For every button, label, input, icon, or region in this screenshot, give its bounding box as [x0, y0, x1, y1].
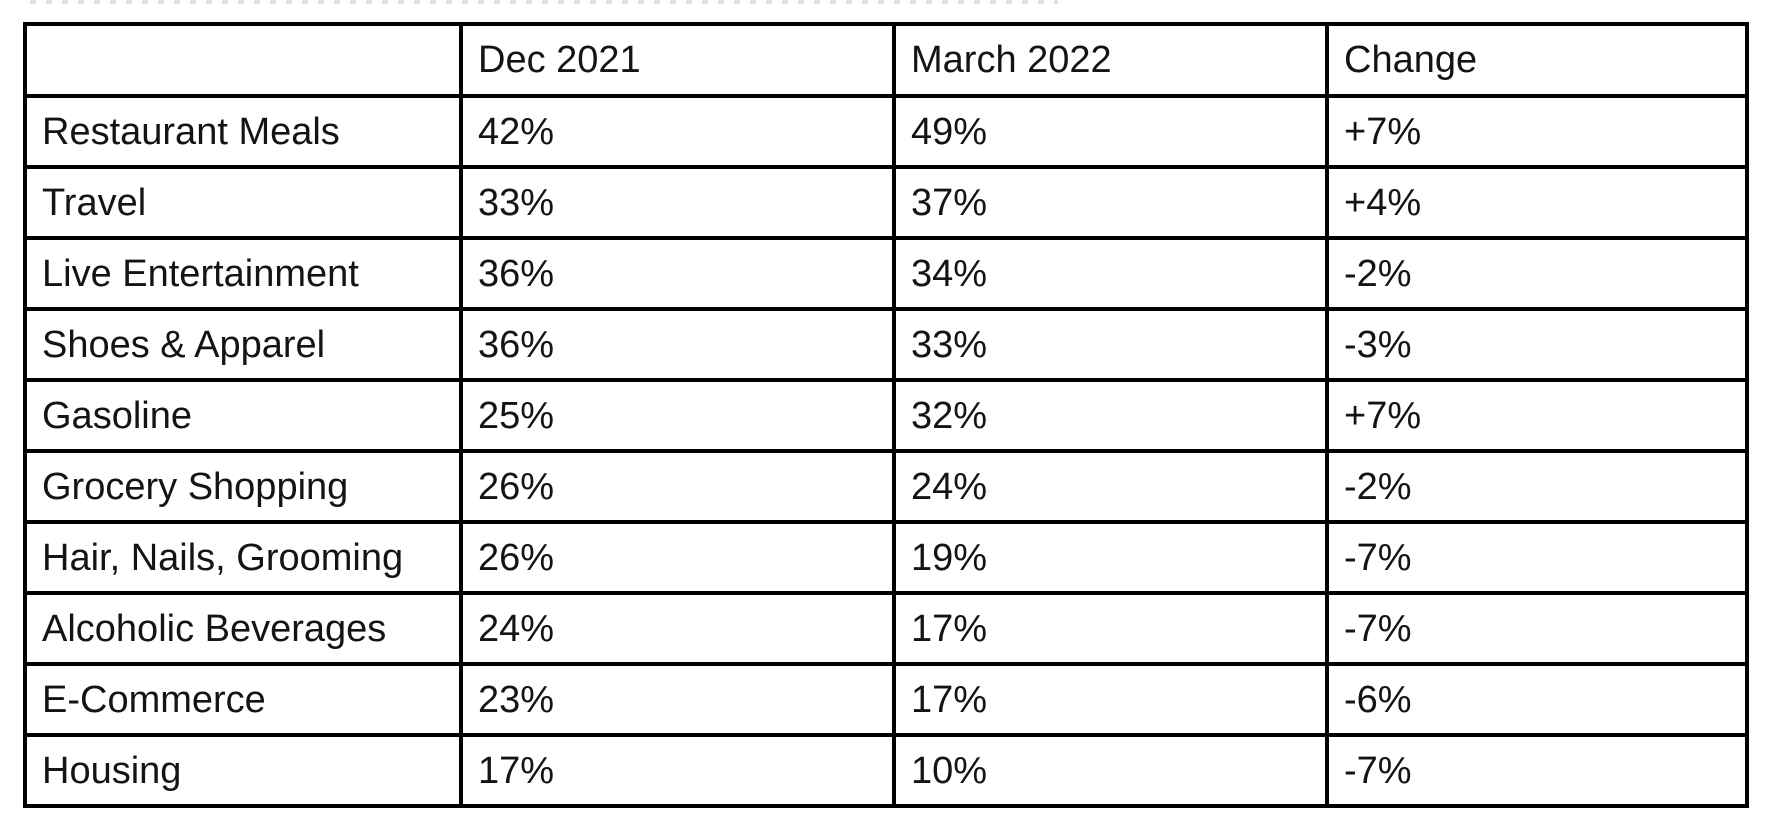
- march-2022-cell: 33%: [892, 307, 1329, 382]
- category-cell: Hair, Nails, Grooming: [23, 520, 463, 595]
- march-2022-cell: 24%: [892, 449, 1329, 524]
- dec-2021-cell: 26%: [459, 520, 896, 595]
- category-cell: Alcoholic Beverages: [23, 591, 463, 666]
- dec-2021-cell: 25%: [459, 378, 896, 453]
- header-cell-dec-2021: Dec 2021: [459, 22, 896, 98]
- change-cell: -3%: [1325, 307, 1749, 382]
- change-cell: -2%: [1325, 449, 1749, 524]
- category-cell: Live Entertainment: [23, 236, 463, 311]
- dec-2021-cell: 17%: [459, 733, 896, 808]
- march-2022-cell: 32%: [892, 378, 1329, 453]
- change-cell: -7%: [1325, 733, 1749, 808]
- table-row: Grocery Shopping 26% 24% -2%: [23, 449, 1749, 524]
- march-2022-cell: 10%: [892, 733, 1329, 808]
- category-cell: E-Commerce: [23, 662, 463, 737]
- change-cell: -2%: [1325, 236, 1749, 311]
- march-2022-cell: 37%: [892, 165, 1329, 240]
- table-header-row: Dec 2021 March 2022 Change: [23, 22, 1749, 98]
- dec-2021-cell: 42%: [459, 94, 896, 169]
- category-cell: Gasoline: [23, 378, 463, 453]
- table-row: Restaurant Meals 42% 49% +7%: [23, 94, 1749, 169]
- change-cell: +4%: [1325, 165, 1749, 240]
- table-row: Housing 17% 10% -7%: [23, 733, 1749, 808]
- change-cell: +7%: [1325, 94, 1749, 169]
- dec-2021-cell: 26%: [459, 449, 896, 524]
- march-2022-cell: 34%: [892, 236, 1329, 311]
- change-cell: -7%: [1325, 520, 1749, 595]
- table-row: Shoes & Apparel 36% 33% -3%: [23, 307, 1749, 382]
- dec-2021-cell: 36%: [459, 307, 896, 382]
- table-row: Gasoline 25% 32% +7%: [23, 378, 1749, 453]
- march-2022-cell: 19%: [892, 520, 1329, 595]
- march-2022-cell: 17%: [892, 591, 1329, 666]
- change-cell: +7%: [1325, 378, 1749, 453]
- march-2022-cell: 17%: [892, 662, 1329, 737]
- cropped-title-remnant: [30, 0, 1058, 4]
- dec-2021-cell: 24%: [459, 591, 896, 666]
- table-row: Live Entertainment 36% 34% -2%: [23, 236, 1749, 311]
- header-cell-change: Change: [1325, 22, 1749, 98]
- category-cell: Grocery Shopping: [23, 449, 463, 524]
- table-row: Hair, Nails, Grooming 26% 19% -7%: [23, 520, 1749, 595]
- change-cell: -6%: [1325, 662, 1749, 737]
- dec-2021-cell: 33%: [459, 165, 896, 240]
- dec-2021-cell: 23%: [459, 662, 896, 737]
- change-cell: -7%: [1325, 591, 1749, 666]
- table-row: Travel 33% 37% +4%: [23, 165, 1749, 240]
- category-cell: Travel: [23, 165, 463, 240]
- category-cell: Shoes & Apparel: [23, 307, 463, 382]
- march-2022-cell: 49%: [892, 94, 1329, 169]
- header-cell-march-2022: March 2022: [892, 22, 1329, 98]
- category-cell: Housing: [23, 733, 463, 808]
- dec-2021-cell: 36%: [459, 236, 896, 311]
- table-row: E-Commerce 23% 17% -6%: [23, 662, 1749, 737]
- table-row: Alcoholic Beverages 24% 17% -7%: [23, 591, 1749, 666]
- category-cell: Restaurant Meals: [23, 94, 463, 169]
- header-cell-blank: [23, 22, 463, 98]
- spending-intentions-table: Dec 2021 March 2022 Change Restaurant Me…: [23, 22, 1749, 808]
